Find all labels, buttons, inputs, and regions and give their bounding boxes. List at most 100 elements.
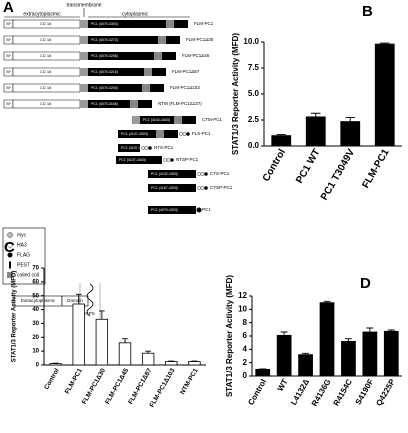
pc1-box — [118, 130, 178, 138]
legend-swatch — [7, 252, 13, 258]
y-tick-label: 7.5 — [248, 63, 260, 72]
y-tick-label: 0.0 — [248, 141, 260, 150]
cartoon-label: Domain — [67, 298, 83, 303]
coiled-coil — [174, 116, 182, 124]
x-tick-label: FLM-PC1Δ87 — [127, 367, 153, 406]
segment-label: PC1 (4070-4258) — [91, 54, 118, 58]
bar — [188, 361, 201, 366]
pc1-box — [118, 144, 140, 152]
bar — [319, 302, 335, 377]
segment-label: PC1 (4102-4303) — [143, 118, 170, 122]
cartoon-label: GPS — [85, 311, 95, 316]
bar — [165, 361, 178, 366]
segment-label: PC1 (4107-4303) — [121, 132, 148, 136]
construct-name: FLM-PC1Δ30 — [186, 37, 214, 42]
y-tick-label: 0 — [36, 363, 40, 369]
construct-name: CTSP-PC1 — [210, 185, 233, 190]
coiled-coil — [166, 20, 174, 28]
x-tick-label: FLM-PC1Δ103 — [149, 367, 177, 409]
pc1-box — [148, 206, 196, 214]
segment-label: PC1 (4102-4303) — [151, 172, 178, 176]
coiled-coil — [142, 84, 150, 92]
y-tick-label: 2.5 — [248, 115, 260, 124]
y-tick-label: 30 — [32, 321, 39, 327]
tag — [196, 207, 202, 213]
pc1-box — [116, 156, 162, 164]
pc1-box — [88, 52, 176, 60]
y-tick-label: 10.0 — [243, 37, 259, 46]
construct-name: FLS-PC1 — [192, 131, 211, 136]
region-label: transmembrane — [66, 2, 101, 8]
bar — [72, 303, 85, 366]
sp-label: SP — [6, 102, 11, 106]
x-tick-label: L4132Δ — [289, 377, 311, 406]
error-bar — [380, 42, 390, 45]
coiled-coil — [158, 36, 166, 44]
cartoon-label: Extracytoplasmic — [21, 298, 56, 303]
error-bar — [302, 352, 310, 355]
cd16-label: CD 16 — [40, 101, 52, 106]
bar — [49, 363, 62, 366]
tag — [141, 146, 145, 150]
coiled-coil — [156, 130, 164, 138]
x-tick-label: FLM-PC1Δ45 — [104, 367, 130, 406]
tm-box — [80, 84, 88, 92]
error-bar — [98, 310, 105, 320]
pc1-box — [148, 170, 196, 178]
y-tick-label: 70 — [32, 266, 39, 272]
segment-label: PC1 (4070-4303) — [91, 22, 118, 26]
x-tick-label: R4154C — [332, 377, 355, 407]
error-bar — [344, 338, 352, 342]
y-tick-label: 40 — [32, 307, 39, 313]
tag — [144, 146, 149, 150]
segment-label: PC1 (4070-4216) — [91, 70, 118, 74]
bar — [95, 318, 109, 366]
membrane-helix — [86, 283, 94, 317]
tm-box — [80, 20, 88, 28]
construct-name: FLM-PC1Δ45 — [182, 53, 210, 58]
construct-name: FLM-PC1Δ87 — [172, 69, 200, 74]
construct-name: CTM-PC1 — [202, 117, 222, 122]
y-tick-label: 5.0 — [248, 89, 260, 98]
error-bar — [280, 331, 288, 336]
error-bar — [122, 338, 128, 343]
pc1-box — [148, 184, 196, 192]
sp-label: SP — [6, 70, 11, 74]
bar — [362, 331, 378, 377]
tag — [186, 132, 190, 136]
segment-label: PC1 (4107-4303) — [119, 158, 146, 162]
legend-swatch — [7, 272, 13, 278]
y-tick-label: 10 — [238, 304, 247, 313]
panel-label: C — [4, 239, 15, 256]
bar — [383, 330, 399, 377]
error-bar — [345, 116, 355, 122]
legend-label: PEST — [17, 262, 30, 268]
tag — [163, 158, 167, 162]
pc1-box — [88, 68, 166, 76]
bar — [271, 135, 292, 147]
cd16-label: CD 16 — [40, 21, 52, 26]
error-bar — [75, 293, 82, 305]
bar — [374, 43, 395, 147]
cd16-label: CD 16 — [40, 85, 52, 90]
coiled-coil — [154, 52, 162, 60]
segment-label: PC1 (4070-4200) — [91, 86, 118, 90]
error-bar — [323, 300, 331, 303]
segment-label: PC1 (4107-4166) — [121, 146, 148, 150]
x-tick-label: PC1 T3049V — [319, 147, 357, 202]
panel-label: B — [362, 3, 373, 20]
construct-name: NTS-PC1 — [154, 145, 174, 150]
sp-label: SP — [6, 22, 11, 26]
bar — [298, 354, 313, 377]
tag — [204, 172, 208, 176]
legend-label: HA3 — [17, 242, 27, 248]
tm-box — [80, 36, 88, 44]
pc1-box — [88, 20, 188, 28]
construct-name: NTM (FLM-PC1Δ137) — [158, 101, 202, 106]
legend-swatch — [9, 261, 11, 269]
y-tick-label: 6 — [243, 331, 248, 340]
construct-name: FLM-PC1Δ103 — [170, 85, 200, 90]
error-bar — [387, 329, 395, 332]
x-tick-label: S4190F — [354, 377, 376, 406]
